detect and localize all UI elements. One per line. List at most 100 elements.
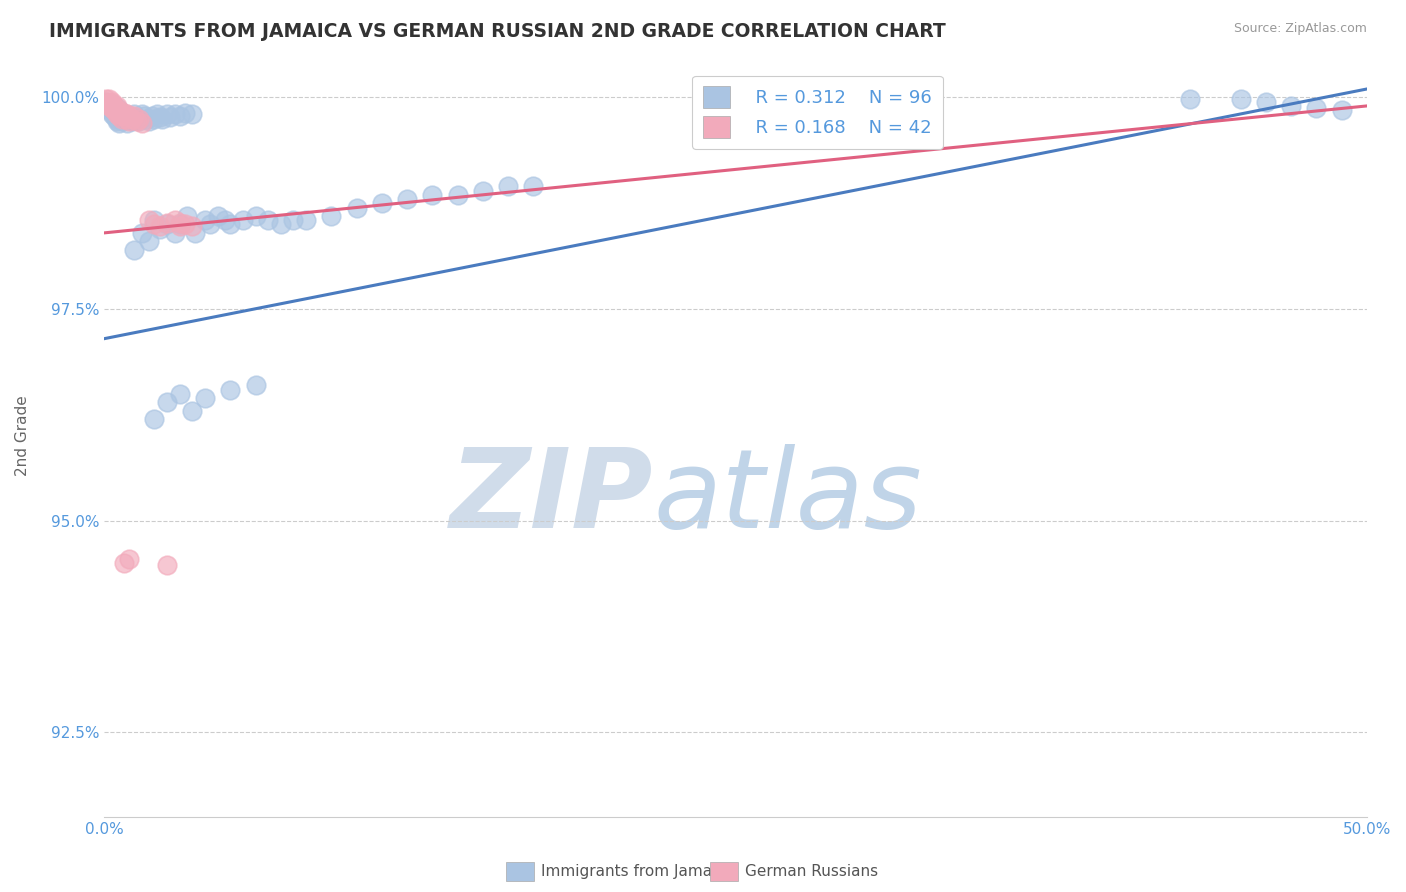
Point: [98, 99, 121, 113]
Point: [98, 103, 121, 118]
Point: [1305, 101, 1327, 115]
Point: [100, 97, 122, 112]
Legend:   R = 0.312    N = 96,   R = 0.168    N = 42: R = 0.312 N = 96, R = 0.168 N = 42: [692, 76, 943, 149]
Point: [111, 110, 134, 124]
Point: [420, 187, 443, 202]
Point: [112, 556, 135, 570]
Point: [96, 95, 118, 109]
Point: [134, 109, 156, 123]
Point: [169, 219, 191, 234]
Point: [112, 113, 135, 128]
Point: [111, 112, 134, 126]
Text: German Russians: German Russians: [745, 864, 879, 879]
Point: [1254, 95, 1277, 109]
Point: [108, 116, 131, 130]
Point: [143, 213, 166, 227]
Point: [181, 219, 204, 234]
Point: [148, 221, 170, 235]
Point: [184, 226, 207, 240]
Point: [270, 218, 292, 232]
Point: [135, 112, 157, 126]
Point: [522, 179, 544, 194]
Point: [346, 201, 368, 215]
Point: [219, 218, 242, 232]
Text: Immigrants from Jamaica: Immigrants from Jamaica: [541, 864, 734, 879]
Point: [124, 243, 146, 257]
Point: [118, 112, 141, 126]
Point: [143, 112, 166, 126]
Point: [103, 104, 125, 119]
Point: [103, 99, 125, 113]
Point: [163, 213, 186, 227]
Point: [156, 395, 179, 409]
Point: [103, 103, 125, 118]
Point: [118, 114, 141, 128]
Point: [148, 219, 170, 234]
Point: [108, 103, 131, 118]
Point: [125, 114, 148, 128]
Point: [232, 213, 254, 227]
Point: [371, 196, 394, 211]
Text: atlas: atlas: [654, 443, 922, 550]
Point: [100, 101, 122, 115]
Point: [125, 112, 148, 126]
Point: [103, 109, 125, 123]
Text: Source: ZipAtlas.com: Source: ZipAtlas.com: [1233, 22, 1367, 36]
Point: [150, 112, 173, 126]
Point: [156, 216, 179, 230]
Text: ZIP: ZIP: [450, 443, 654, 550]
Point: [131, 116, 153, 130]
Point: [194, 391, 217, 405]
Point: [163, 107, 186, 121]
Point: [98, 99, 121, 113]
Point: [321, 209, 343, 223]
Point: [96, 96, 118, 111]
Point: [131, 226, 153, 240]
Point: [181, 107, 204, 121]
Point: [118, 551, 141, 566]
Point: [245, 378, 267, 392]
Point: [105, 101, 128, 115]
Point: [100, 103, 122, 118]
Point: [115, 116, 138, 130]
Point: [105, 114, 128, 128]
Point: [100, 97, 122, 112]
Point: [128, 112, 150, 126]
Point: [471, 184, 494, 198]
Point: [169, 216, 191, 230]
Point: [100, 95, 122, 109]
Point: [173, 218, 195, 232]
Point: [112, 109, 135, 123]
Point: [115, 107, 138, 121]
Point: [96, 95, 118, 109]
Point: [169, 218, 191, 232]
Point: [121, 112, 143, 126]
Point: [121, 114, 143, 128]
Point: [105, 105, 128, 120]
Point: [100, 107, 122, 121]
Point: [103, 103, 125, 118]
Point: [194, 213, 217, 227]
Point: [105, 107, 128, 121]
Point: [98, 92, 121, 106]
Point: [181, 403, 204, 417]
Point: [128, 114, 150, 128]
Point: [446, 187, 468, 202]
Point: [148, 110, 170, 124]
Point: [214, 213, 236, 227]
Point: [1279, 99, 1302, 113]
Point: [169, 109, 191, 123]
Point: [108, 109, 131, 123]
Point: [176, 209, 198, 223]
Point: [138, 213, 160, 227]
Point: [112, 109, 135, 123]
Text: IMMIGRANTS FROM JAMAICA VS GERMAN RUSSIAN 2ND GRADE CORRELATION CHART: IMMIGRANTS FROM JAMAICA VS GERMAN RUSSIA…: [49, 22, 946, 41]
Point: [257, 213, 280, 227]
Point: [105, 99, 128, 113]
Point: [159, 110, 181, 124]
Point: [115, 112, 138, 126]
Point: [169, 386, 191, 401]
Point: [103, 101, 125, 115]
Point: [124, 109, 146, 123]
Point: [111, 105, 134, 120]
